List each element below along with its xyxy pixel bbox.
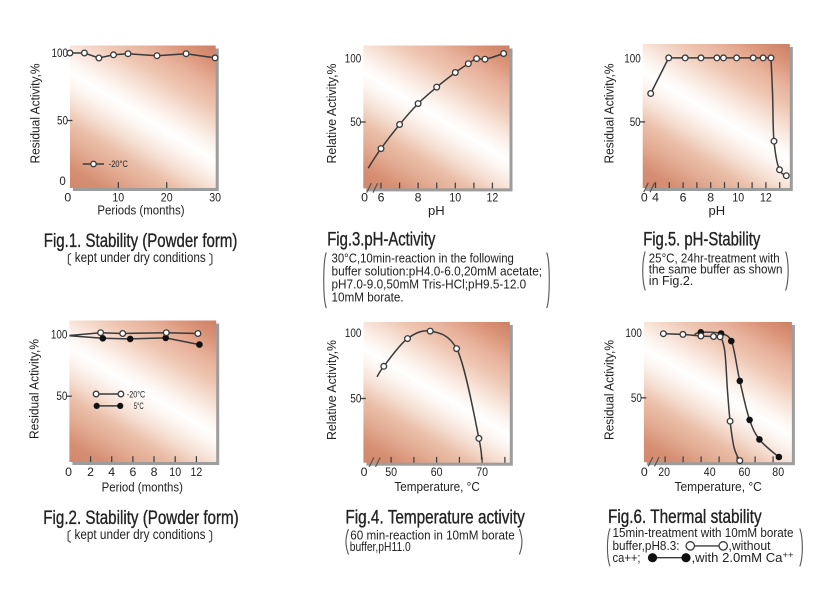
svg-text:0: 0 (361, 465, 368, 479)
svg-text:Relative Activity,%: Relative Activity,% (324, 340, 339, 440)
svg-text:4: 4 (108, 465, 115, 479)
svg-text:50: 50 (56, 391, 67, 403)
svg-text:Residual Activity,%: Residual Activity,% (27, 339, 42, 439)
svg-text:0: 0 (59, 176, 65, 188)
svg-text:100: 100 (51, 330, 68, 342)
svg-text:kept under dry conditions: kept under dry conditions (75, 527, 206, 542)
svg-text:Residual Activity,%: Residual Activity,% (27, 63, 42, 163)
svg-text:Fig.4. Temperature activity: Fig.4. Temperature activity (345, 507, 525, 528)
svg-text:Relative Activity,%: Relative Activity,% (324, 63, 339, 163)
svg-text:100: 100 (625, 328, 642, 340)
svg-text:30°C,10min-reaction in the fol: 30°C,10min-reaction in the following (332, 252, 514, 266)
svg-text:15min-treatment with 10mM bora: 15min-treatment with 10mM borate (613, 526, 794, 540)
svg-text:Residual Activity,%: Residual Activity,% (602, 63, 617, 163)
svg-text:6: 6 (680, 190, 687, 204)
svg-text:Temperature, °C: Temperature, °C (675, 479, 762, 494)
svg-text:pH: pH (708, 203, 725, 218)
svg-text:Residual Activity,%: Residual Activity,% (602, 340, 617, 440)
svg-text:10mM borate.: 10mM borate. (332, 291, 404, 305)
svg-text:0: 0 (64, 190, 71, 204)
svg-text:25°C, 24hr-treatment with: 25°C, 24hr-treatment with (649, 251, 780, 265)
svg-text:-20°C: -20°C (127, 389, 146, 399)
svg-text:buffer,pH11.0: buffer,pH11.0 (350, 540, 411, 554)
svg-text:80: 80 (772, 465, 784, 479)
svg-text:0: 0 (641, 190, 648, 204)
svg-text:Fig.2. Stability (Powder form): Fig.2. Stability (Powder form) (43, 508, 238, 529)
svg-text:the same buffer as shown: the same buffer as shown (649, 263, 783, 277)
svg-text:kept under dry conditions: kept under dry conditions (75, 250, 206, 265)
svg-text:10: 10 (732, 190, 744, 204)
svg-text:0: 0 (641, 465, 648, 479)
svg-text:0: 0 (361, 190, 368, 204)
svg-text:40: 40 (704, 465, 716, 479)
svg-text:30: 30 (209, 190, 221, 204)
svg-text:Fig.5. pH-Stability: Fig.5. pH-Stability (643, 230, 760, 251)
svg-text:12: 12 (191, 465, 203, 479)
svg-text:10: 10 (112, 190, 124, 204)
svg-text:in Fig.2.: in Fig.2. (649, 274, 693, 288)
svg-text:10: 10 (449, 190, 461, 204)
svg-text:5°C: 5°C (134, 401, 144, 411)
svg-text:pH7.0-9.0,50mM Tris-HCl;pH9.5-: pH7.0-9.0,50mM Tris-HCl;pH9.5-12.0 (332, 278, 527, 292)
svg-text:60: 60 (739, 465, 751, 479)
svg-text:50: 50 (385, 465, 397, 479)
svg-text:4: 4 (652, 190, 659, 204)
svg-text:,with 2.0mM Ca++: ,with 2.0mM Ca ++ (692, 550, 794, 565)
svg-text:8: 8 (415, 190, 422, 204)
svg-text:8: 8 (707, 190, 714, 204)
svg-text:8: 8 (151, 465, 158, 479)
svg-text:2: 2 (87, 465, 94, 479)
svg-text:12: 12 (760, 190, 772, 204)
svg-text:,without: ,without (729, 539, 771, 553)
svg-text:50: 50 (630, 117, 641, 129)
svg-text:70: 70 (476, 465, 488, 479)
svg-text:-20°C: -20°C (109, 159, 128, 169)
svg-text:100: 100 (345, 328, 362, 340)
svg-text:Fig.3.pH-Activity: Fig.3.pH-Activity (327, 230, 436, 251)
svg-text:60 min-reaction in 10mM borate: 60 min-reaction in 10mM borate (350, 529, 514, 543)
svg-text:0: 0 (65, 465, 72, 479)
svg-text:20: 20 (161, 190, 173, 204)
svg-text:50: 50 (631, 393, 642, 405)
svg-text:6: 6 (378, 190, 385, 204)
svg-text:100: 100 (624, 53, 641, 65)
svg-text:100: 100 (52, 48, 69, 60)
svg-text:Periods (months): Periods (months) (97, 202, 184, 217)
svg-text:buffer,pH8.3:: buffer,pH8.3: (613, 539, 680, 553)
svg-text:buffer solution:pH4.0-6.0,20mM: buffer solution:pH4.0-6.0,20mM acetate; (332, 265, 543, 279)
svg-text:50: 50 (350, 117, 361, 129)
svg-text:12: 12 (487, 190, 499, 204)
svg-text:50: 50 (57, 116, 68, 128)
svg-text:20: 20 (658, 465, 670, 479)
svg-text:ca++;: ca++; (613, 551, 641, 565)
svg-text:Temperature, °C: Temperature, °C (394, 479, 479, 494)
svg-text:100: 100 (345, 54, 362, 66)
svg-text:50: 50 (350, 394, 361, 406)
svg-text:10: 10 (169, 465, 181, 479)
svg-text:6: 6 (129, 465, 136, 479)
svg-text:pH: pH (428, 203, 445, 218)
svg-text:Period (months): Period (months) (102, 479, 183, 494)
svg-text:Fig.1. Stability (Powder form): Fig.1. Stability (Powder form) (44, 231, 238, 252)
svg-text:Fig.6. Thermal stability: Fig.6. Thermal stability (608, 507, 762, 528)
svg-text:60: 60 (431, 465, 443, 479)
